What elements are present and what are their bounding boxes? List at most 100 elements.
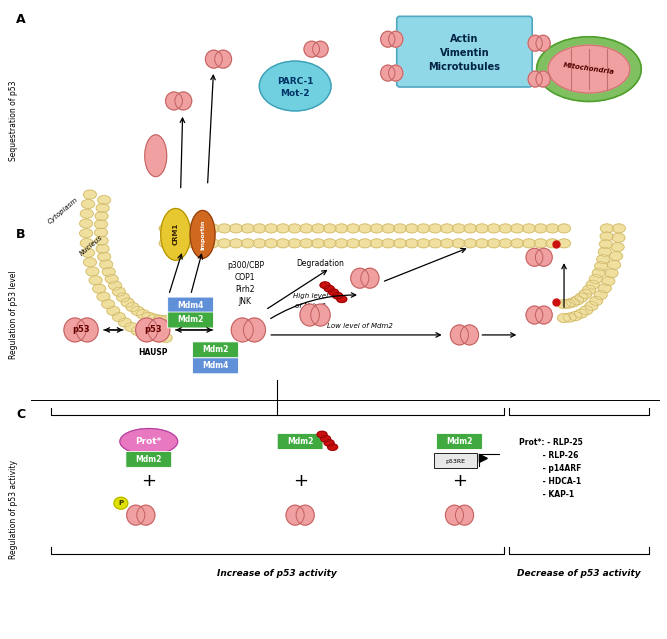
- Ellipse shape: [159, 239, 172, 248]
- Ellipse shape: [218, 239, 231, 248]
- Text: of Mdm2: of Mdm2: [295, 303, 325, 309]
- Ellipse shape: [96, 244, 109, 253]
- Ellipse shape: [608, 260, 620, 269]
- Ellipse shape: [97, 292, 110, 301]
- Ellipse shape: [324, 286, 334, 292]
- Text: CRM1: CRM1: [173, 223, 179, 245]
- Text: Mdm2: Mdm2: [287, 437, 313, 446]
- Ellipse shape: [93, 284, 105, 293]
- Ellipse shape: [95, 220, 107, 229]
- Text: PARC-1: PARC-1: [277, 77, 313, 86]
- Ellipse shape: [600, 224, 614, 233]
- Ellipse shape: [253, 239, 266, 248]
- Text: p53RE: p53RE: [446, 459, 466, 464]
- Ellipse shape: [548, 45, 630, 93]
- Ellipse shape: [499, 239, 512, 248]
- Ellipse shape: [558, 300, 570, 309]
- Ellipse shape: [102, 267, 115, 276]
- Ellipse shape: [335, 224, 348, 233]
- Text: Mot-2: Mot-2: [280, 89, 310, 98]
- Ellipse shape: [522, 224, 536, 233]
- Ellipse shape: [571, 296, 584, 305]
- Ellipse shape: [79, 229, 93, 238]
- Ellipse shape: [190, 210, 215, 258]
- Ellipse shape: [536, 71, 550, 87]
- Ellipse shape: [138, 330, 151, 339]
- Ellipse shape: [86, 267, 99, 276]
- Ellipse shape: [452, 224, 465, 233]
- Ellipse shape: [300, 304, 319, 326]
- FancyBboxPatch shape: [193, 358, 238, 374]
- Ellipse shape: [147, 314, 161, 323]
- Ellipse shape: [81, 199, 95, 208]
- Ellipse shape: [558, 239, 570, 248]
- Ellipse shape: [99, 260, 113, 269]
- Text: Mdm2: Mdm2: [202, 345, 229, 355]
- Ellipse shape: [370, 239, 383, 248]
- Ellipse shape: [113, 287, 125, 296]
- Ellipse shape: [137, 505, 155, 525]
- Ellipse shape: [562, 299, 575, 308]
- Ellipse shape: [152, 333, 165, 342]
- Text: Decrease of p53 activity: Decrease of p53 activity: [517, 569, 641, 578]
- Ellipse shape: [534, 239, 547, 248]
- Ellipse shape: [206, 224, 219, 233]
- Ellipse shape: [429, 224, 442, 233]
- FancyBboxPatch shape: [437, 433, 482, 449]
- Ellipse shape: [450, 325, 468, 345]
- Text: Mitochondria: Mitochondria: [563, 63, 615, 75]
- Ellipse shape: [526, 306, 543, 324]
- Ellipse shape: [241, 239, 254, 248]
- Ellipse shape: [171, 224, 184, 233]
- Ellipse shape: [558, 314, 570, 323]
- Ellipse shape: [611, 243, 624, 252]
- Ellipse shape: [537, 36, 641, 102]
- Ellipse shape: [590, 296, 603, 305]
- Text: - RLP-26: - RLP-26: [519, 451, 578, 460]
- Ellipse shape: [327, 444, 338, 450]
- Ellipse shape: [83, 258, 97, 266]
- Text: - HDCA-1: - HDCA-1: [519, 477, 582, 486]
- Ellipse shape: [358, 239, 372, 248]
- Text: Microtubules: Microtubules: [428, 62, 500, 72]
- Ellipse shape: [460, 325, 478, 345]
- Text: High level: High level: [293, 293, 327, 299]
- Text: C: C: [16, 408, 25, 420]
- Ellipse shape: [546, 239, 559, 248]
- Text: P: P: [118, 500, 123, 506]
- Text: Vimentin: Vimentin: [440, 48, 490, 58]
- Text: p53: p53: [144, 325, 161, 334]
- Ellipse shape: [215, 50, 231, 68]
- Text: Importin: Importin: [200, 219, 205, 250]
- Ellipse shape: [328, 289, 338, 295]
- Ellipse shape: [558, 224, 570, 233]
- Ellipse shape: [598, 284, 611, 293]
- Ellipse shape: [96, 204, 109, 213]
- Ellipse shape: [429, 239, 442, 248]
- Ellipse shape: [337, 296, 347, 302]
- Ellipse shape: [89, 276, 102, 285]
- Text: Mdm4: Mdm4: [202, 361, 229, 370]
- Ellipse shape: [476, 224, 488, 233]
- Ellipse shape: [137, 310, 149, 319]
- FancyBboxPatch shape: [277, 433, 323, 449]
- Ellipse shape: [131, 307, 144, 316]
- Ellipse shape: [148, 318, 170, 342]
- Ellipse shape: [296, 505, 314, 525]
- Ellipse shape: [534, 224, 547, 233]
- Ellipse shape: [127, 505, 145, 525]
- Ellipse shape: [253, 224, 266, 233]
- Ellipse shape: [476, 239, 488, 248]
- FancyBboxPatch shape: [167, 312, 213, 328]
- Ellipse shape: [417, 224, 430, 233]
- Text: A: A: [16, 13, 26, 26]
- Ellipse shape: [159, 334, 172, 343]
- Ellipse shape: [569, 312, 582, 321]
- Ellipse shape: [488, 224, 500, 233]
- Text: Degradation: Degradation: [296, 259, 344, 268]
- Text: Mdm2: Mdm2: [177, 316, 204, 325]
- Ellipse shape: [382, 224, 395, 233]
- Ellipse shape: [145, 332, 158, 341]
- Ellipse shape: [79, 219, 93, 228]
- Ellipse shape: [320, 282, 330, 288]
